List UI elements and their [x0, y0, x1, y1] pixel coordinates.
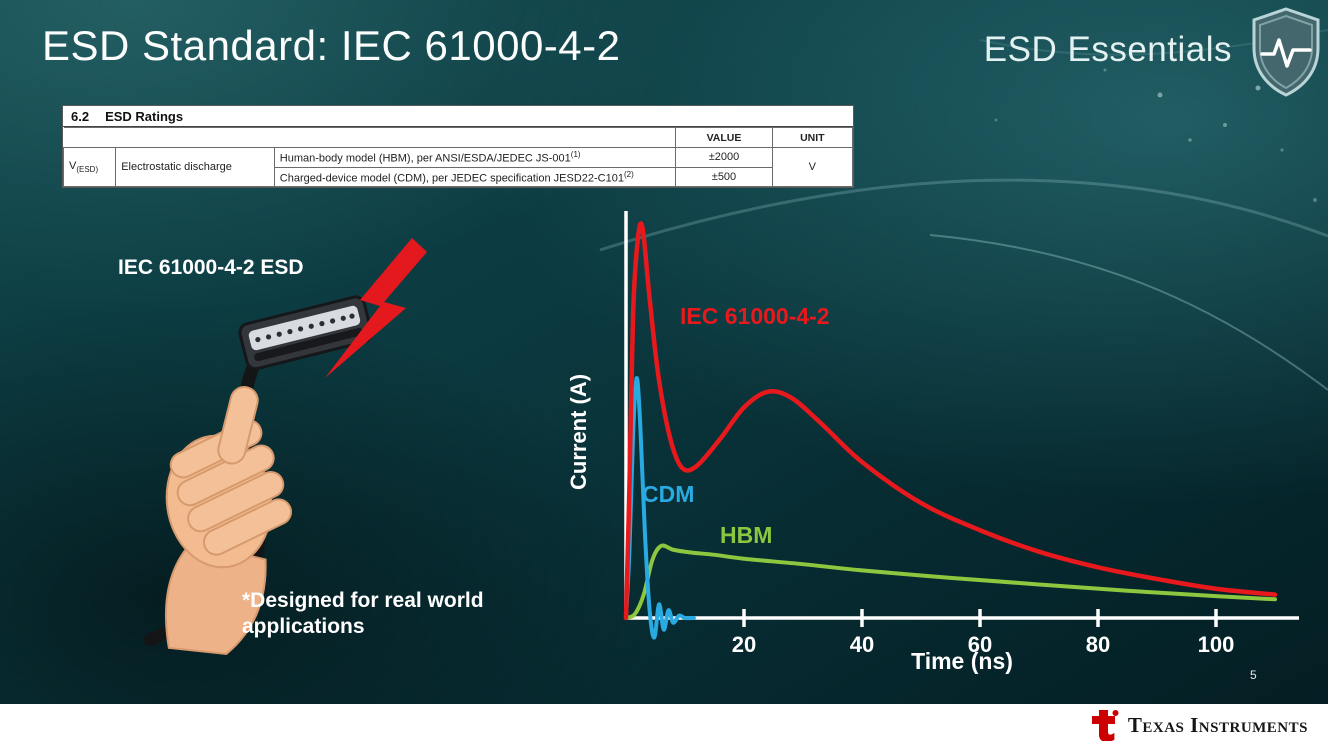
x-tick-label: 100: [1198, 632, 1235, 657]
symbol-cell: V(ESD): [62, 146, 117, 188]
y-axis-label: Current (A): [566, 373, 591, 491]
section-number: 6.2: [71, 109, 90, 124]
value-column-header: VALUE: [675, 127, 773, 148]
waveform-chart: 20 40 60 80 100: [562, 205, 1328, 685]
design-note: *Designed for real world applications: [242, 588, 542, 641]
parameter-cell: Electrostatic discharge: [115, 146, 275, 188]
hdmi-connector-icon: [238, 295, 373, 371]
series-label-cdm: CDM: [642, 481, 695, 507]
series-curve-hbm: [624, 543, 1277, 620]
series-curve-cdm: [624, 376, 696, 640]
x-tick-label: 20: [732, 632, 756, 657]
symbol-subscript: (ESD): [76, 165, 99, 175]
slide-title: ESD Standard: IEC 61000-4-2: [42, 22, 621, 69]
wrist: [164, 540, 267, 655]
x-axis-label: Time (ns): [911, 648, 1013, 674]
design-note-line2: applications: [242, 615, 365, 639]
symbol-text: V: [69, 160, 77, 173]
footer-bar: Texas Instruments: [0, 704, 1328, 746]
esd-shield-icon: [1252, 7, 1320, 97]
footer-brand-text: Texas Instruments: [1127, 712, 1308, 737]
page-number: 5: [1250, 668, 1257, 682]
ratings-table: VALUE UNIT V(ESD) Electrostatic discharg…: [62, 127, 854, 188]
x-tick-label: 80: [1086, 632, 1110, 657]
thumb: [217, 386, 259, 465]
hbm-description-cell: Human-body model (HBM), per ANSI/ESDA/JE…: [273, 147, 677, 168]
series-label-hbm: HBM: [720, 522, 773, 548]
illustration-caption: IEC 61000-4-2 ESD: [118, 256, 304, 279]
series-label-iec: IEC 61000-4-2: [680, 303, 830, 329]
unit-cell: V: [771, 146, 854, 188]
cdm-value-cell: ±500: [675, 166, 773, 188]
design-note-line1: *Designed for real world: [242, 589, 484, 612]
section-name: ESD Ratings: [105, 109, 184, 124]
unit-column-header: UNIT: [771, 127, 854, 148]
cdm-footnote: (2): [623, 169, 634, 179]
hand-holding-hdmi-illustration: [143, 238, 427, 655]
hand: [164, 386, 293, 655]
x-tick-label: 40: [850, 632, 874, 657]
ti-logo-icon: [1091, 710, 1119, 741]
hbm-footnote: (1): [570, 150, 581, 159]
hbm-value-cell: ±2000: [675, 147, 773, 168]
series-curve-iec-61000-4-2: [623, 221, 1278, 621]
heartbeat-pulse-icon: [1260, 38, 1312, 68]
x-tick-label: 60: [968, 632, 992, 657]
cdm-description-cell: Charged-device model (CDM), per JEDEC sp…: [273, 166, 677, 188]
table-section-title: 6.2 ESD Ratings: [63, 106, 853, 127]
lightning-bolt-icon: [325, 238, 427, 378]
esd-ratings-panel: 6.2 ESD Ratings VALUE UNIT V(ESD) Electro…: [62, 105, 854, 189]
series-brand-title: ESD Essentials: [983, 30, 1232, 69]
chart-canvas: 20 40 60 80 100: [623, 211, 1299, 657]
header-spacer-cell: [63, 127, 676, 148]
